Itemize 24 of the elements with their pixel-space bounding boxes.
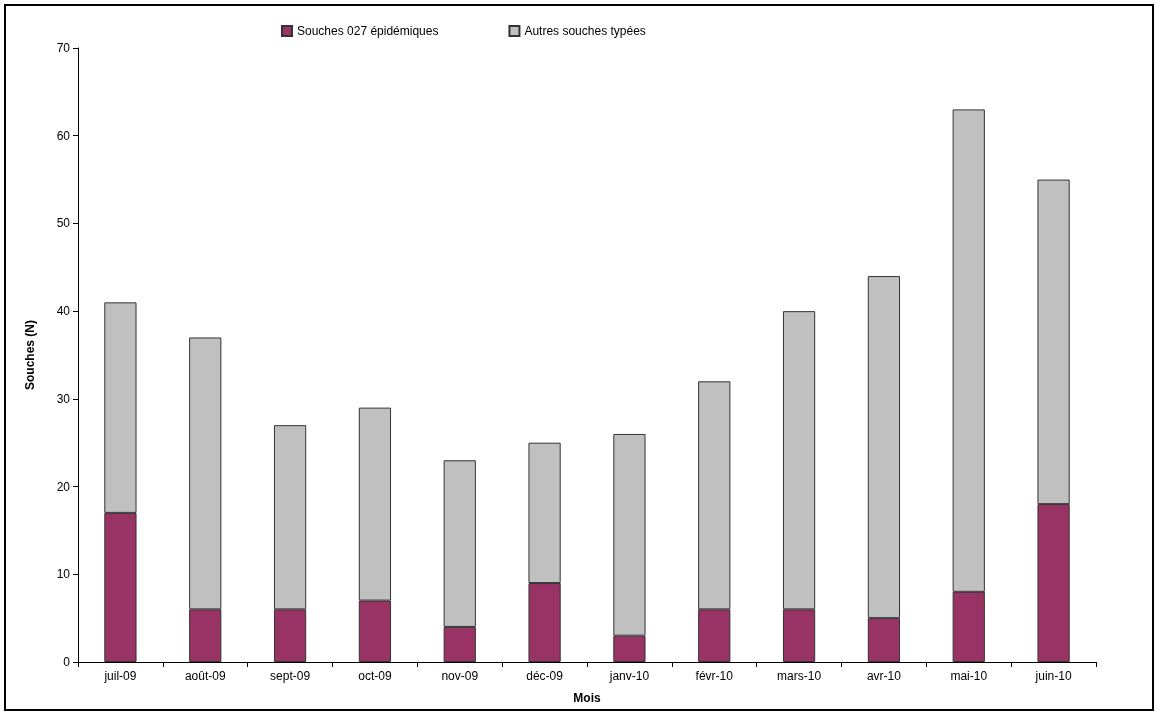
x-tick-label: mars-10 — [777, 669, 822, 683]
y-tick-label: 40 — [56, 304, 71, 319]
x-tick-label: févr-10 — [695, 669, 734, 683]
x-tick-label: août-09 — [184, 669, 226, 683]
legend-label: Souches 027 épidémiques — [297, 24, 439, 38]
x-tick-label: nov-09 — [441, 669, 479, 683]
legend-label: Autres souches typées — [524, 24, 646, 38]
x-tick-label: sept-09 — [270, 669, 311, 683]
x-tick-label: janv-10 — [608, 669, 650, 683]
y-tick-label: 20 — [56, 479, 71, 494]
y-tick-label: 10 — [56, 567, 71, 582]
x-tick-label: juin-10 — [1034, 669, 1072, 683]
x-tick-label: oct-09 — [358, 669, 392, 683]
y-tick-label: 70 — [56, 41, 71, 55]
y-tick-label: 60 — [56, 128, 71, 143]
x-tick-label: avr-10 — [866, 669, 902, 683]
y-tick-label: 30 — [56, 391, 71, 406]
y-tick-label: 50 — [56, 216, 71, 231]
x-tick-label: déc-09 — [526, 669, 564, 683]
x-tick-label: juil-09 — [103, 669, 137, 683]
y-axis-title: Souches (N) — [23, 319, 37, 391]
x-tick-label: mai-10 — [950, 669, 988, 683]
x-axis-title: Mois — [573, 691, 601, 705]
y-tick-label: 0 — [63, 655, 71, 669]
